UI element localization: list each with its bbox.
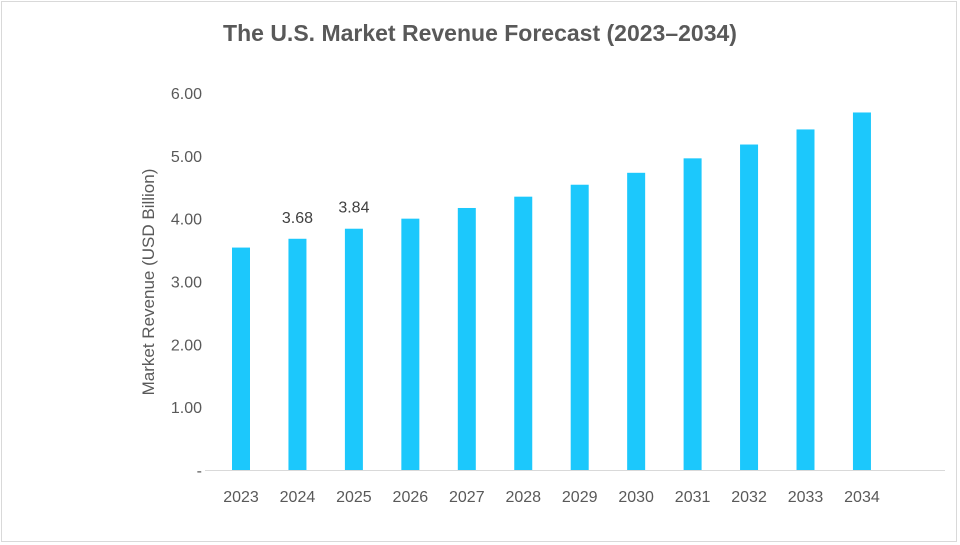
bar-2024: [288, 238, 307, 470]
bar-2032: [740, 144, 759, 471]
bar-2033: [796, 129, 815, 470]
chart-title: The U.S. Market Revenue Forecast (2023–2…: [223, 20, 737, 46]
x-tick-label: 2030: [618, 489, 654, 506]
x-tick-label: 2024: [280, 489, 316, 506]
bar-2025: [344, 228, 363, 470]
x-tick-label: 2032: [731, 489, 767, 506]
data-label-2024: 3.68: [282, 210, 313, 227]
x-tick-label: 2033: [788, 489, 824, 506]
y-tick-label: 4.00: [171, 212, 202, 229]
bar-2026: [401, 218, 420, 470]
x-tick-label: 2029: [562, 489, 598, 506]
y-axis-label: Market Revenue (USD Billion): [139, 169, 158, 396]
bar-2027: [457, 207, 476, 471]
x-tick-label: 2027: [449, 489, 485, 506]
x-tick-label: 2023: [223, 489, 259, 506]
bar-2034: [852, 112, 871, 470]
x-tick-label: 2031: [675, 489, 711, 506]
bar-2029: [570, 184, 589, 470]
bar-2028: [514, 196, 533, 471]
x-tick-label: 2028: [505, 489, 541, 506]
y-tick-label: 5.00: [171, 149, 202, 166]
y-tick-label: -: [197, 463, 202, 480]
y-tick-label: 6.00: [171, 86, 202, 103]
x-tick-label: 2026: [393, 489, 429, 506]
y-tick-label: 2.00: [171, 337, 202, 354]
y-tick-label: 3.00: [171, 275, 202, 292]
bar-2031: [683, 158, 702, 470]
y-tick-label: 1.00: [171, 400, 202, 417]
bar-2023: [232, 247, 250, 470]
x-tick-label: 2034: [844, 489, 880, 506]
x-tick-label: 2025: [336, 489, 372, 506]
bar-2030: [627, 172, 646, 470]
data-label-2025: 3.84: [338, 200, 369, 217]
